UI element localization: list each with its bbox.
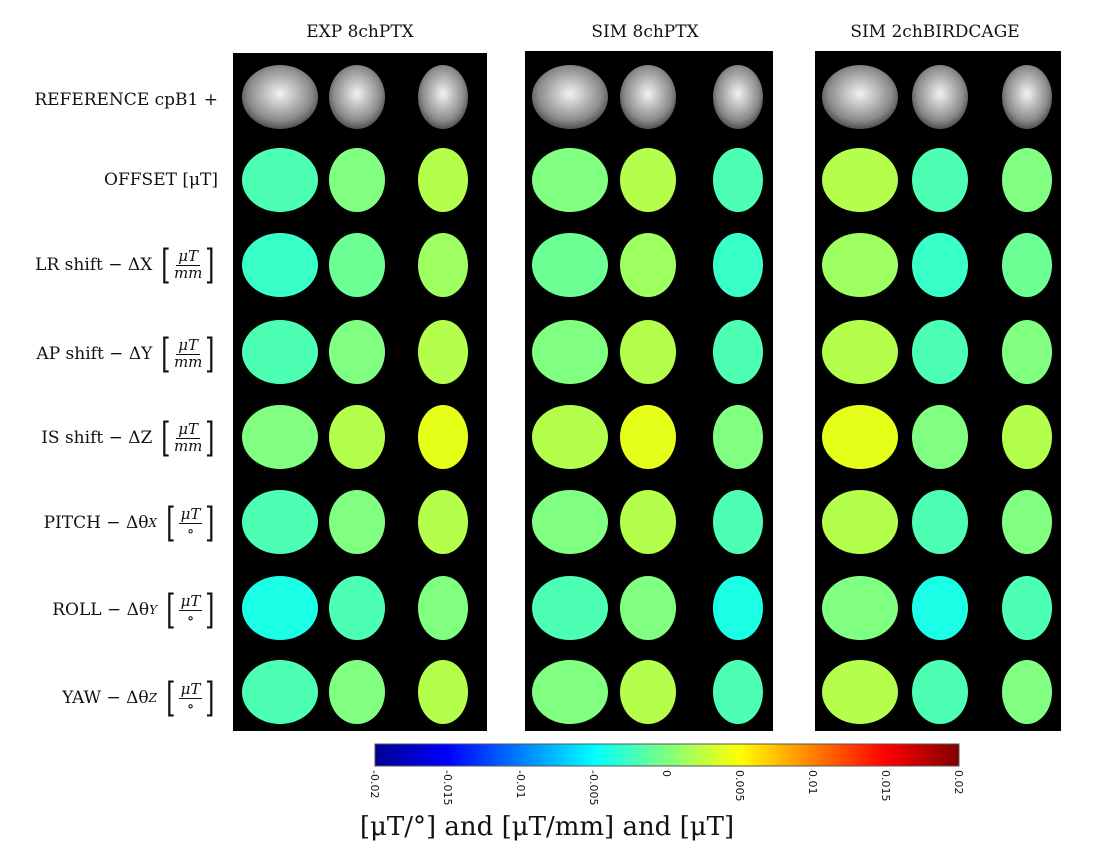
b1-map-cell	[532, 65, 608, 129]
colorbar-tick: -0.02	[368, 770, 381, 799]
row-label-roll: ROLL − Δθ Y [μT ∘]	[52, 587, 215, 633]
colorbar-tick: -0.015	[441, 770, 454, 806]
b1-map-cell	[713, 405, 763, 469]
row-label-reference: REFERENCE cpB1 +	[34, 90, 218, 110]
b1-map-cell	[1002, 490, 1052, 554]
b1-map-cell	[822, 320, 898, 384]
b1-map-cell	[329, 65, 385, 129]
b1-map-cell	[242, 320, 318, 384]
b1-map-cell	[418, 660, 468, 724]
b1-map-cell	[912, 65, 968, 129]
row-label-offset: OFFSET [μT]	[104, 170, 218, 190]
colorbar-tick: 0.005	[733, 770, 746, 802]
b1-map-cell	[713, 490, 763, 554]
b1-map-cell	[912, 576, 968, 640]
b1-map-cell	[532, 490, 608, 554]
b1-map-cell	[620, 490, 676, 554]
column-title-exp-8chptx: EXP 8chPTX	[306, 22, 414, 42]
b1-map-cell	[418, 490, 468, 554]
row-label-ap-shift: AP shift − ΔY [μT mm]	[36, 331, 215, 377]
b1-map-cell	[912, 233, 968, 297]
b1-map-cell	[329, 233, 385, 297]
b1-map-cell	[822, 65, 898, 129]
colorbar-tick: 0.02	[952, 770, 965, 795]
b1-map-cell	[1002, 148, 1052, 212]
b1-map-cell	[713, 576, 763, 640]
b1-map-cell	[1002, 320, 1052, 384]
b1-map-cell	[418, 320, 468, 384]
b1-map-cell	[418, 576, 468, 640]
b1-map-cell	[418, 405, 468, 469]
b1-map-cell	[242, 405, 318, 469]
b1-map-cell	[822, 405, 898, 469]
b1-map-cell	[418, 148, 468, 212]
colorbar-tick: 0	[660, 770, 673, 777]
column-title-sim-2chbirdcage: SIM 2chBIRDCAGE	[850, 22, 1020, 42]
b1-map-cell	[242, 148, 318, 212]
colorbar-tick: -0.005	[587, 770, 600, 806]
b1-map-cell	[620, 660, 676, 724]
b1-map-cell	[1002, 233, 1052, 297]
b1-map-cell	[713, 148, 763, 212]
b1-map-cell	[620, 576, 676, 640]
row-label-yaw: YAW − Δθ Z [μT ∘]	[62, 675, 215, 721]
colorbar-tick: 0.015	[879, 770, 892, 802]
b1-map-cell	[242, 65, 318, 129]
b1-map-cell	[532, 660, 608, 724]
b1-map-cell	[713, 65, 763, 129]
b1-map-cell	[418, 233, 468, 297]
b1-map-cell	[822, 233, 898, 297]
b1-map-cell	[620, 405, 676, 469]
b1-map-cell	[242, 660, 318, 724]
b1-map-cell	[1002, 405, 1052, 469]
b1-map-cell	[242, 490, 318, 554]
b1-map-cell	[620, 233, 676, 297]
b1-map-cell	[912, 148, 968, 212]
b1-map-cell	[912, 490, 968, 554]
b1-map-cell	[532, 576, 608, 640]
b1-map-cell	[822, 490, 898, 554]
b1-map-cell	[242, 233, 318, 297]
b1-map-cell	[329, 490, 385, 554]
b1-map-cell	[912, 660, 968, 724]
colorbar-tick: 0.01	[806, 770, 819, 795]
b1-map-cell	[532, 405, 608, 469]
b1-map-cell	[822, 576, 898, 640]
b1-map-cell	[532, 233, 608, 297]
b1-map-cell	[532, 148, 608, 212]
b1-map-cell	[912, 405, 968, 469]
b1-map-cell	[620, 148, 676, 212]
b1-map-cell	[242, 576, 318, 640]
b1-map-cell	[1002, 65, 1052, 129]
b1-map-cell	[329, 320, 385, 384]
colorbar-label: [μT/°] and [μT/mm] and [μT]	[359, 812, 735, 842]
b1-map-cell	[713, 660, 763, 724]
b1-map-cell	[713, 320, 763, 384]
b1-map-cell	[329, 405, 385, 469]
b1-map-cell	[912, 320, 968, 384]
b1-map-cell	[822, 148, 898, 212]
colorbar-tick: -0.01	[514, 770, 527, 799]
row-label-is-shift: IS shift − ΔZ [μT mm]	[41, 415, 215, 461]
b1-map-cell	[418, 65, 468, 129]
b1-map-cell	[329, 148, 385, 212]
b1-map-cell	[1002, 660, 1052, 724]
b1-map-cell	[532, 320, 608, 384]
b1-map-cell	[822, 660, 898, 724]
b1-map-cell	[1002, 576, 1052, 640]
row-label-lr-shift: LR shift − ΔX [μT mm]	[35, 242, 215, 288]
b1-map-cell	[620, 320, 676, 384]
b1-map-cell	[329, 576, 385, 640]
b1-map-cell	[713, 233, 763, 297]
colorbar	[374, 743, 960, 767]
column-title-sim-8chptx: SIM 8chPTX	[591, 22, 699, 42]
row-label-pitch: PITCH − Δθ X [μT ∘]	[43, 500, 215, 546]
b1-map-cell	[329, 660, 385, 724]
b1-map-cell	[620, 65, 676, 129]
